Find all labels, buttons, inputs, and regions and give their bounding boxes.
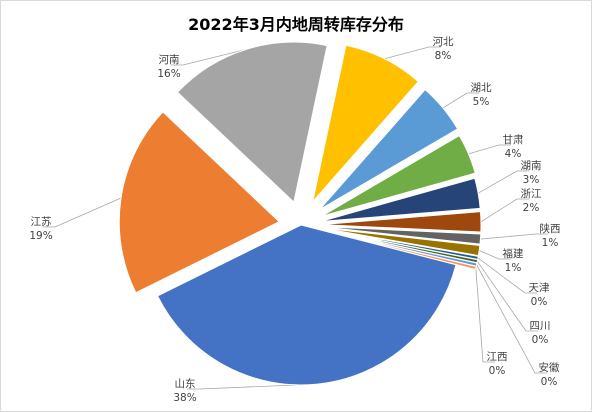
leader-line-2 xyxy=(442,92,479,109)
leader-line-6 xyxy=(480,233,548,240)
leader-line-3 xyxy=(468,144,511,155)
slice-percent-label: 19% xyxy=(29,230,52,242)
slice-percent-label: 0% xyxy=(532,334,549,346)
pie-slice-4 xyxy=(320,177,481,222)
pie-slice-5 xyxy=(320,211,482,233)
leader-line-10 xyxy=(476,264,547,374)
slice-name-label: 湖北 xyxy=(471,82,492,94)
pie-slice-7 xyxy=(320,227,481,257)
slice-name-label: 天津 xyxy=(529,282,550,294)
slice-percent-label: 0% xyxy=(489,365,506,377)
slice-percent-label: 1% xyxy=(542,237,559,249)
slice-name-label: 福建 xyxy=(503,247,524,260)
slice-name-label: 江苏 xyxy=(31,215,52,228)
slice-name-label: 江西 xyxy=(487,351,508,363)
slice-percent-label: 8% xyxy=(435,50,452,62)
slice-percent-label: 38% xyxy=(173,392,196,404)
pie-slice-3 xyxy=(320,134,476,217)
leader-line-9 xyxy=(476,261,538,332)
slice-percent-label: 5% xyxy=(473,96,490,108)
pie-slice-6 xyxy=(320,226,482,245)
slice-name-label: 河南 xyxy=(159,53,180,66)
pie-slice-14 xyxy=(176,41,328,204)
slice-name-label: 浙江 xyxy=(521,188,542,200)
slice-percent-label: 1% xyxy=(505,262,522,274)
leader-line-4 xyxy=(477,170,529,194)
leader-line-1 xyxy=(384,46,441,60)
leader-line-11 xyxy=(475,268,495,363)
slice-percent-label: 4% xyxy=(505,148,522,160)
pie-slice-1 xyxy=(311,44,420,204)
pie-slice-2 xyxy=(319,88,459,211)
pie-slice-12 xyxy=(156,224,457,386)
slice-name-label: 河北 xyxy=(433,36,454,48)
slice-name-label: 甘肃 xyxy=(503,133,524,146)
slice-percent-label: 16% xyxy=(157,68,180,80)
leader-line-8 xyxy=(477,257,537,294)
slice-name-label: 四川 xyxy=(530,320,551,332)
chart-title: 2022年3月内地周转库存分布 xyxy=(188,15,404,34)
leader-line-13 xyxy=(43,197,122,228)
slice-name-label: 陕西 xyxy=(540,222,561,235)
slice-name-label: 安徽 xyxy=(539,361,560,374)
slice-name-label: 山东 xyxy=(175,377,196,390)
leader-line-12 xyxy=(187,383,318,390)
slice-percent-label: 3% xyxy=(523,174,540,186)
slice-percent-label: 0% xyxy=(531,296,548,308)
leader-line-5 xyxy=(480,198,529,223)
leader-line-14 xyxy=(171,48,247,66)
slice-name-label: 湖南 xyxy=(521,159,542,172)
slice-percent-label: 0% xyxy=(541,376,558,388)
slice-percent-label: 2% xyxy=(523,202,540,214)
pie-slice-13 xyxy=(118,111,281,294)
leader-line-7 xyxy=(479,250,511,260)
